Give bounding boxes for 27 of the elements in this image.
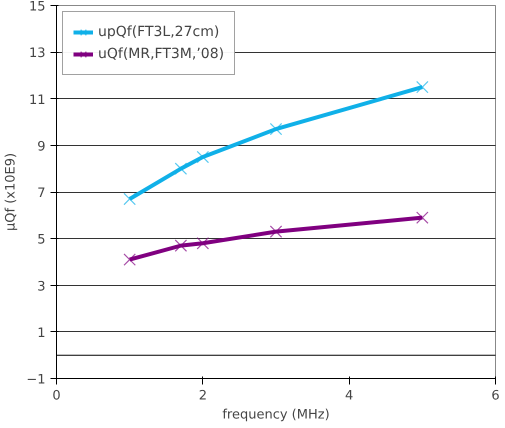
point — [270, 225, 282, 238]
point — [196, 150, 210, 164]
point — [416, 211, 429, 224]
y-tick-label: 1 — [37, 326, 46, 341]
y-tick-label: 11 — [28, 92, 46, 108]
point — [196, 237, 210, 250]
x-tick-label: 0 — [52, 388, 61, 404]
y-tick-label: 15 — [28, 0, 46, 14]
y-tick-label: 5 — [37, 232, 46, 248]
y-tick-label: −1 — [26, 372, 46, 388]
point — [123, 253, 136, 266]
point — [416, 80, 429, 94]
y-tick-label: 7 — [37, 186, 46, 201]
x-axis-title: frequency (MHz) — [222, 408, 330, 422]
x-tick-label: 6 — [491, 388, 500, 404]
y-tick-label: 9 — [37, 139, 46, 154]
x-tick-label: 2 — [198, 388, 207, 404]
y-axis-title: μQf (x10E9) — [3, 152, 18, 232]
y-tick-label: 3 — [37, 279, 46, 294]
x-tick-label: 4 — [345, 388, 354, 404]
point — [270, 122, 282, 136]
y-tick-label: 13 — [28, 46, 46, 62]
point — [174, 162, 188, 175]
point — [174, 239, 188, 252]
legend-label: upQf(FT3L,27cm) — [98, 24, 220, 40]
legend-label: uQf(MR,FT3M,’08) — [98, 46, 224, 62]
point — [123, 192, 136, 206]
